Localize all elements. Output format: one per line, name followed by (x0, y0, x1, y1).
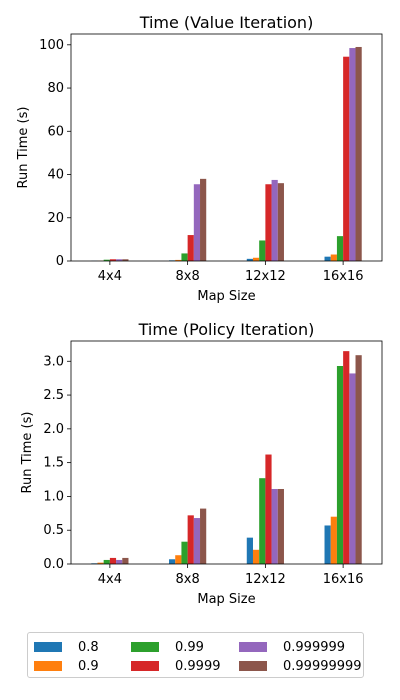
y-tick-label: 2.5 (43, 388, 64, 403)
legend-swatch (34, 661, 62, 671)
legend-label: 0.999999 (283, 639, 346, 655)
bar-0.999999-8x8 (193, 518, 201, 564)
legend-swatch (239, 661, 267, 671)
bar-0.99999999-12x12 (277, 488, 284, 564)
bar-0.9999-16x16 (343, 56, 350, 262)
legend-swatch (131, 642, 159, 652)
bar-0.99-4x4 (103, 559, 110, 564)
y-tick-label: 20 (47, 211, 64, 226)
legend-label: 0.99999999 (283, 658, 362, 674)
bar-0.999999-4x4 (116, 259, 123, 261)
y-axis-label: Run Time (s) (16, 107, 31, 189)
bar-0.9-8x8 (175, 555, 182, 564)
x-tick-label: 16x16 (323, 269, 364, 284)
legend-item: 0.9999 (131, 658, 221, 674)
y-tick-label: 1.0 (43, 489, 64, 504)
legend-item: 0.999999 (239, 639, 345, 655)
y-tick-label: 2.0 (43, 422, 64, 437)
legend-label: 0.9999 (175, 658, 221, 674)
subplot-1: 0 20 40 60 80 100 4x4 8x8 12x12 16x16 Time (Value … (16, 13, 383, 304)
y-tick-label: 80 (47, 81, 64, 96)
bar-0.99999999-8x8 (200, 178, 207, 261)
bar-0.999999-12x12 (271, 488, 278, 564)
bar-0.99-4x4 (103, 259, 110, 261)
bar-0.99999999-4x4 (122, 557, 129, 564)
legend-item: 0.99 (131, 639, 204, 655)
bar-0.99999999-16x16 (355, 355, 362, 564)
x-tick-label: 16x16 (323, 572, 364, 587)
chart-title: Time (Value Iteration) (139, 13, 314, 32)
bar-0.999999-16x16 (349, 48, 356, 261)
axes-frame (70, 340, 383, 565)
y-tick-label: 100 (39, 38, 64, 53)
bar-0.8-16x16 (324, 525, 331, 564)
x-tick-label: 4x4 (98, 269, 122, 284)
bar-0.9999-8x8 (187, 515, 194, 564)
bar-0.99-8x8 (181, 541, 188, 564)
bar-0.9-12x12 (252, 257, 260, 261)
bar-0.9999-12x12 (265, 454, 272, 564)
bar-0.9999-4x4 (109, 557, 117, 564)
bar-0.99-16x16 (336, 366, 344, 564)
bar-0.99999999-12x12 (277, 183, 284, 261)
bar-0.999999-8x8 (193, 184, 201, 261)
bar-0.9-12x12 (252, 549, 260, 564)
y-tick-label: 0.0 (43, 557, 64, 572)
bar-0.8-12x12 (246, 258, 253, 261)
y-tick-label: 0.5 (43, 523, 64, 538)
x-tick-label: 8x8 (176, 269, 200, 284)
chart-title: Time (Policy Iteration) (138, 320, 315, 339)
bar-0.9999-12x12 (265, 184, 272, 261)
legend-label: 0.8 (78, 639, 99, 655)
bar-0.8-8x8 (169, 559, 176, 564)
y-tick-label: 60 (47, 124, 64, 139)
bar-0.999999-4x4 (116, 559, 123, 564)
legend-swatch (239, 642, 267, 652)
legend-item: 0.9 (34, 658, 99, 674)
x-tick-label: 12x12 (245, 572, 286, 587)
bar-0.9999-16x16 (343, 351, 350, 564)
bar-0.99-12x12 (259, 240, 266, 261)
bar-0.999999-12x12 (271, 179, 278, 261)
legend-label: 0.99 (175, 639, 204, 655)
legend-item: 0.99999999 (239, 658, 362, 674)
bar-0.9-16x16 (330, 516, 337, 564)
x-axis-label: Map Size (197, 289, 255, 304)
bar-0.99999999-8x8 (200, 508, 207, 564)
bar-0.9999-8x8 (187, 235, 194, 261)
legend-swatch (34, 642, 62, 652)
x-tick-label: 4x4 (98, 572, 122, 587)
bar-0.9-8x8 (175, 259, 182, 261)
legend: 0.8 0.9 0.99 0.9999 0.999999 0.99999999 (27, 632, 364, 678)
y-tick-label: 40 (47, 168, 64, 183)
x-tick-label: 8x8 (176, 572, 200, 587)
bar-0.99999999-4x4 (122, 259, 129, 261)
axes-frame (70, 33, 383, 262)
x-tick-label: 12x12 (245, 269, 286, 284)
bar-0.99999999-16x16 (355, 46, 362, 261)
bar-0.9-16x16 (330, 254, 337, 261)
bar-0.9999-4x4 (109, 259, 117, 261)
bar-0.9-4x4 (97, 562, 104, 564)
y-axis-label: Run Time (s) (20, 412, 35, 494)
y-tick-label: 3.0 (43, 354, 64, 369)
legend-swatch (131, 661, 159, 671)
bar-0.999999-16x16 (349, 373, 356, 564)
bar-0.8-12x12 (246, 537, 253, 564)
legend-label: 0.9 (78, 658, 99, 674)
bar-0.99-12x12 (259, 478, 266, 564)
y-tick-label: 1.5 (43, 456, 64, 471)
bar-0.99-8x8 (181, 253, 188, 261)
subplot-2: 0.0 0.5 1.0 1.5 2.0 2.5 3.0 4x4 8x8 12x12 16x16 Tim… (20, 320, 383, 607)
bar-0.99-16x16 (336, 236, 344, 261)
y-tick-label: 0 (56, 254, 64, 269)
bar-0.8-16x16 (324, 256, 331, 261)
x-axis-label: Map Size (197, 592, 255, 607)
legend-item: 0.8 (34, 639, 99, 655)
